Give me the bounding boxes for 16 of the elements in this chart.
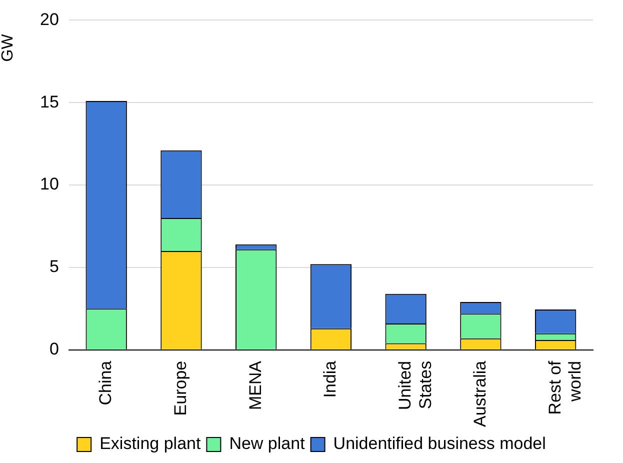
x-tick-label: United States <box>396 360 435 410</box>
y-tick-label: 10 <box>40 174 59 194</box>
x-tick-label: Rest of world <box>545 360 585 415</box>
x-tick-label: China <box>96 360 116 406</box>
x-tick-label: India <box>320 360 340 398</box>
y-tick-label: 20 <box>40 10 59 29</box>
y-tick-label: 15 <box>40 92 59 112</box>
y-tick-label: 5 <box>49 257 59 276</box>
x-tick-label: MENA <box>246 360 265 410</box>
x-tick-label: Australia <box>470 360 490 427</box>
x-tick-label: Europe <box>170 360 190 416</box>
legend-label: Existing plant <box>100 434 201 454</box>
y-axis-title: GW <box>0 33 16 62</box>
y-tick-label: 0 <box>49 340 59 359</box>
legend-label: New plant <box>229 434 306 454</box>
legend-label: Unidentified business model <box>333 434 546 454</box>
